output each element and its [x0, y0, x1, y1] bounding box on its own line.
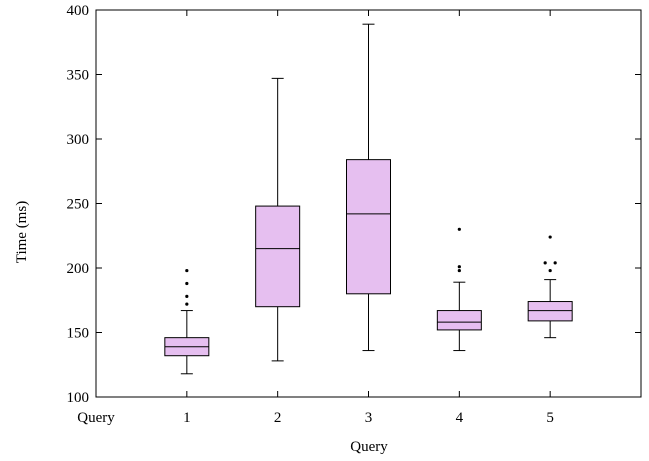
outlier-point — [554, 261, 557, 264]
y-tick-label: 350 — [67, 68, 90, 84]
y-tick-label: 200 — [67, 261, 90, 277]
outlier-point — [549, 235, 552, 238]
box-q3 — [347, 160, 391, 294]
y-tick-label: 150 — [67, 326, 90, 342]
x-tick-label: 5 — [546, 410, 554, 426]
y-tick-label: 250 — [67, 197, 90, 213]
plot-area — [96, 10, 641, 397]
x-axis-title: Query — [350, 439, 388, 455]
box-q2 — [256, 206, 300, 307]
outlier-point — [185, 282, 188, 285]
outlier-point — [458, 265, 461, 268]
x-tick-label: 2 — [274, 410, 282, 426]
x-tick-label: 3 — [365, 410, 373, 426]
box-q5 — [528, 302, 572, 321]
y-tick-label: 400 — [67, 3, 90, 19]
y-axis-title: Time (ms) — [14, 201, 30, 263]
outlier-point — [549, 269, 552, 272]
outlier-point — [185, 269, 188, 272]
outlier-point — [185, 295, 188, 298]
x-tick-label: 4 — [456, 410, 464, 426]
box-q4 — [437, 311, 481, 330]
outlier-point — [544, 261, 547, 264]
outlier-point — [458, 228, 461, 231]
outlier-point — [458, 269, 461, 272]
outlier-point — [185, 303, 188, 306]
x-tick-label: 1 — [183, 410, 191, 426]
y-tick-label: 300 — [67, 132, 90, 148]
x-axis-start-label: Query — [77, 410, 115, 426]
y-tick-label: 100 — [67, 390, 90, 406]
